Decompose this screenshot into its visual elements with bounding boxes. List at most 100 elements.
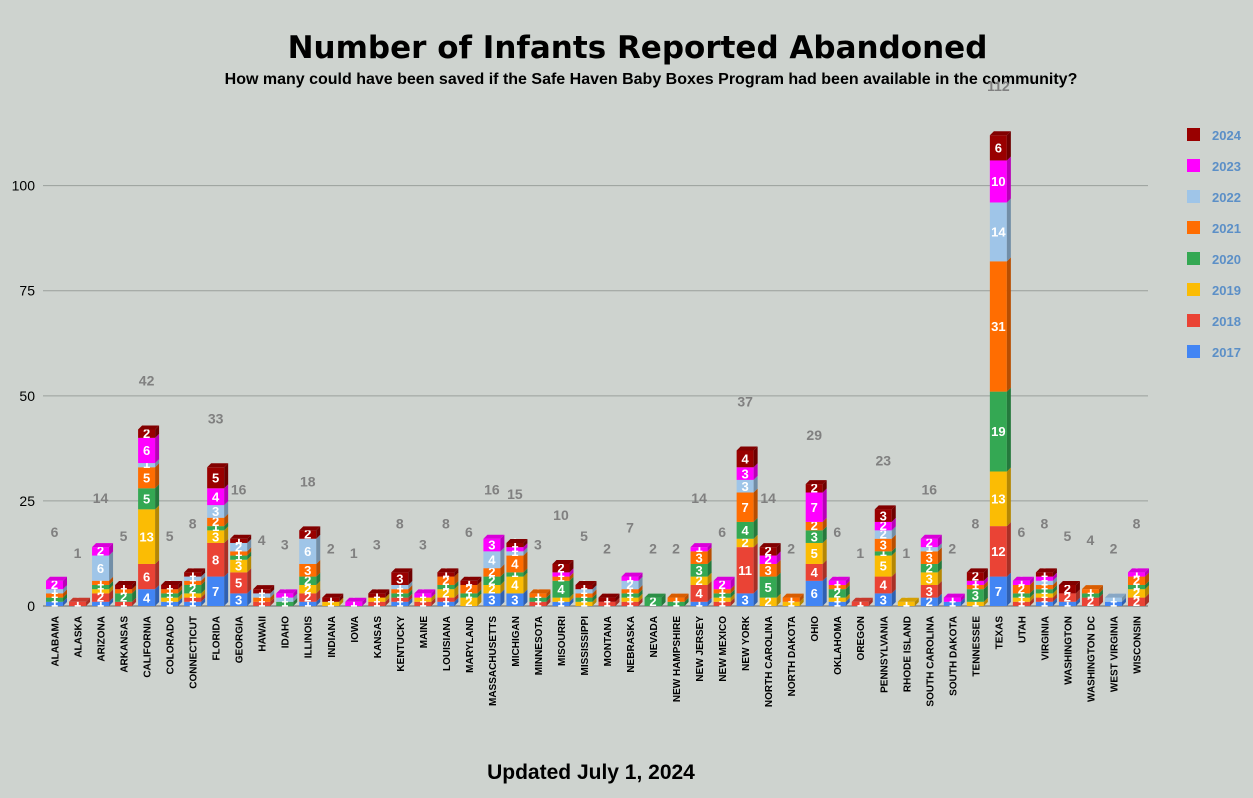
bar-segment[interactable] (828, 589, 846, 598)
bar-segment[interactable] (736, 479, 754, 493)
bar-segment[interactable] (184, 572, 202, 577)
bar-segment[interactable] (966, 601, 984, 606)
bar-segment[interactable] (1127, 572, 1145, 577)
bar-segment[interactable] (299, 530, 317, 539)
legend-item[interactable]: 2024 (1187, 128, 1242, 143)
bar-segment[interactable] (92, 580, 110, 585)
bar-segment[interactable] (874, 576, 892, 594)
bar-segment[interactable] (1035, 580, 1053, 585)
bar-segment[interactable] (966, 584, 984, 590)
bar-stack[interactable]: 11 2 (782, 541, 804, 610)
bar-segment[interactable] (138, 488, 156, 510)
bar-segment[interactable] (828, 584, 846, 590)
bar-segment[interactable] (621, 576, 639, 581)
bar-segment[interactable] (1081, 589, 1099, 594)
bar-segment[interactable] (345, 601, 363, 606)
bar-segment[interactable] (391, 589, 409, 594)
bar-segment[interactable] (414, 597, 432, 602)
legend[interactable]: 2024 2023 2022 2021 2020 2019 2018 2017 (1187, 128, 1242, 360)
bar-segment[interactable] (575, 593, 593, 598)
bar-segment[interactable] (230, 572, 248, 594)
legend-item[interactable]: 2019 (1187, 283, 1241, 298)
bar-segment[interactable] (920, 597, 938, 606)
bar-segment[interactable] (805, 580, 823, 606)
bar-segment[interactable] (184, 584, 202, 594)
bar-segment[interactable] (1035, 589, 1053, 594)
bar-segment[interactable] (207, 505, 225, 518)
bar-segment[interactable] (644, 597, 662, 606)
bar-segment[interactable] (1012, 601, 1030, 606)
bar-segment[interactable] (437, 584, 455, 590)
bar-segment[interactable] (621, 589, 639, 594)
bar-segment[interactable] (805, 521, 823, 531)
bar-segment[interactable] (1058, 593, 1076, 602)
bar-segment[interactable] (529, 593, 547, 598)
bar-segment[interactable] (713, 580, 731, 590)
bar-segment[interactable] (230, 593, 248, 606)
bar-segment[interactable] (253, 593, 271, 598)
bar-segment[interactable] (874, 593, 892, 606)
bar-stack[interactable]: 11 (851, 545, 873, 610)
bar-segment[interactable] (299, 584, 317, 594)
bar-segment[interactable] (437, 589, 455, 598)
bar-segment[interactable] (782, 597, 800, 602)
bar-segment[interactable] (690, 584, 708, 602)
bar-segment[interactable] (621, 593, 639, 598)
bar-segment[interactable] (828, 601, 846, 606)
bar-stack[interactable]: 11 2 (1104, 541, 1126, 610)
bar-segment[interactable] (966, 572, 984, 581)
bar-segment[interactable] (1127, 576, 1145, 585)
bar-segment[interactable] (759, 555, 777, 564)
bar-segment[interactable] (1081, 593, 1099, 598)
bar-segment[interactable] (184, 576, 202, 581)
bar-segment[interactable] (1104, 601, 1122, 606)
bar-segment[interactable] (897, 601, 915, 606)
bar-segment[interactable] (621, 597, 639, 602)
bar-segment[interactable] (460, 584, 478, 594)
bar-segment[interactable] (989, 202, 1007, 262)
bar-segment[interactable] (184, 580, 202, 585)
bar-segment[interactable] (575, 597, 593, 602)
bar-segment[interactable] (1035, 572, 1053, 577)
bar-segment[interactable] (989, 160, 1007, 203)
bar-stack[interactable]: 11 (69, 545, 91, 610)
bar-segment[interactable] (92, 593, 110, 602)
bar-segment[interactable] (713, 597, 731, 602)
bar-segment[interactable] (460, 597, 478, 606)
bar-segment[interactable] (966, 589, 984, 602)
bar-segment[interactable] (230, 555, 248, 560)
bar-segment[interactable] (529, 601, 547, 606)
bar-segment[interactable] (184, 597, 202, 602)
bar-segment[interactable] (138, 563, 156, 590)
bar-segment[interactable] (92, 547, 110, 556)
bar-stack[interactable]: 11 2 (667, 541, 689, 610)
bar-segment[interactable] (552, 580, 570, 598)
bar-segment[interactable] (759, 563, 777, 577)
bar-segment[interactable] (391, 572, 409, 585)
bar-stack[interactable]: 11 2 (943, 541, 965, 610)
bar-segment[interactable] (1127, 584, 1145, 590)
bar-segment[interactable] (1012, 580, 1030, 585)
bar-segment[interactable] (138, 437, 156, 464)
bar-segment[interactable] (460, 593, 478, 598)
bar-segment[interactable] (391, 584, 409, 590)
bar-segment[interactable] (874, 555, 892, 577)
bar-segment[interactable] (874, 538, 892, 552)
bar-segment[interactable] (299, 563, 317, 577)
bar-segment[interactable] (207, 488, 225, 506)
bar-segment[interactable] (207, 542, 225, 577)
bar-segment[interactable] (736, 547, 754, 594)
bar-segment[interactable] (874, 530, 892, 539)
